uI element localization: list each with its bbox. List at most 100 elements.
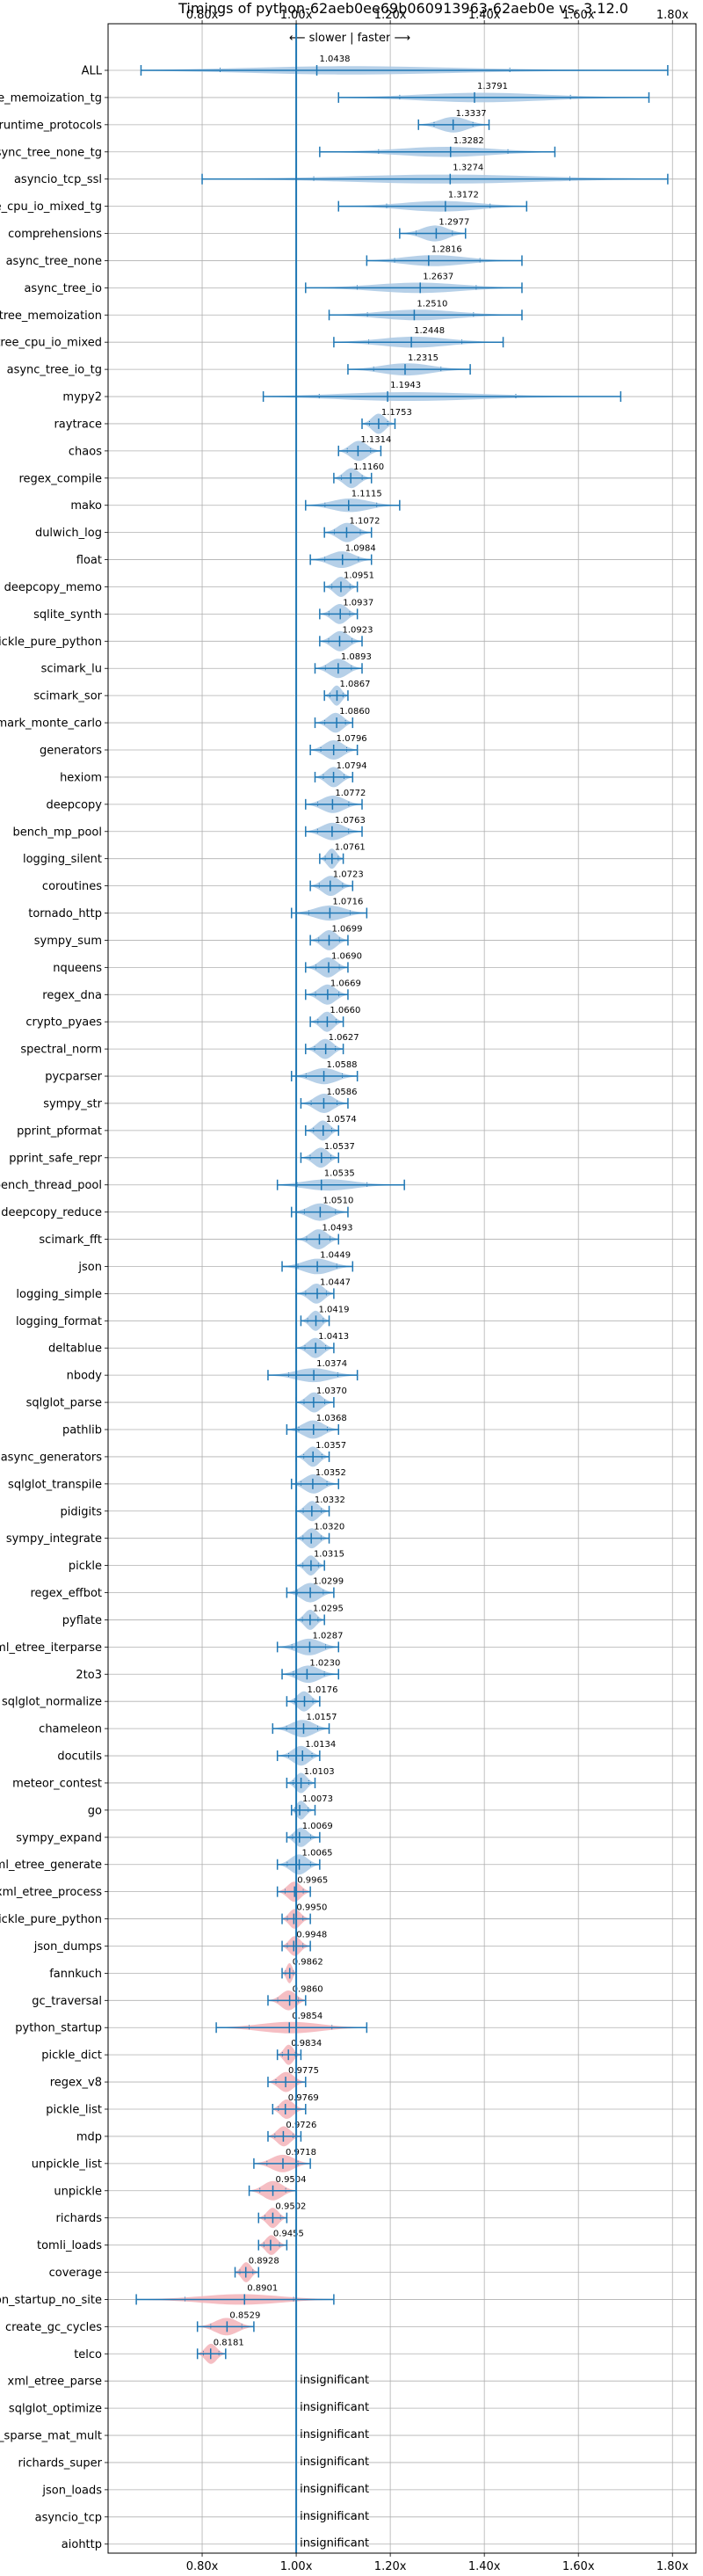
category-label: logging_simple [16, 1288, 102, 1301]
value-label: 1.0716 [332, 898, 363, 907]
value-label: 1.1314 [360, 435, 391, 445]
x-tick-label-top: 1.60x [562, 9, 595, 22]
category-label: async_tree_none_tg [0, 146, 102, 159]
category-label: pidigits [61, 1505, 103, 1518]
value-label: 1.1943 [390, 381, 421, 390]
value-label: 1.0951 [344, 571, 374, 580]
insignificant-label: insignificant [300, 2510, 369, 2523]
insignificant-label: insignificant [300, 2483, 369, 2496]
category-label: async_tree_cpu_io_mixed_tg [0, 200, 102, 214]
category-label: logging_format [16, 1315, 102, 1328]
value-label: 0.9726 [286, 2121, 316, 2130]
plot-frame [107, 23, 697, 2554]
direction-label: ⟵ slower | faster ⟶ [289, 32, 410, 45]
category-label: xml_etree_parse [8, 2376, 102, 2389]
category-label: logging_silent [23, 853, 102, 866]
category-label: mypy2 [62, 391, 102, 404]
value-label: 0.8181 [214, 2338, 244, 2347]
value-label: 1.3282 [453, 136, 484, 146]
value-label: 1.0438 [320, 55, 351, 64]
value-label: 0.9950 [296, 1903, 327, 1913]
category-label: fannkuch [49, 1968, 102, 1981]
value-label: 1.0069 [302, 1822, 333, 1831]
value-label: 1.0413 [318, 1332, 349, 1342]
insignificant-label: insignificant [300, 2456, 369, 2469]
value-label: 1.0627 [329, 1033, 359, 1043]
value-label: 0.9718 [286, 2148, 316, 2158]
category-label: gc_traversal [32, 1995, 102, 2008]
category-label: scimark_sor [33, 690, 102, 703]
value-label: 1.1115 [352, 490, 382, 499]
x-tick-label-top: 1.00x [280, 9, 313, 22]
category-labels: ALL async_tree_memoization_tg typing_runti… [0, 65, 103, 2552]
category-label: async_tree_cpu_io_mixed [0, 337, 102, 350]
category-label: pprint_safe_repr [9, 1152, 102, 1165]
value-label: 1.1753 [381, 408, 412, 418]
category-label: meteor_contest [12, 1777, 102, 1790]
category-label: async_tree_memoization_tg [0, 91, 102, 105]
value-label: 1.0588 [327, 1060, 358, 1070]
x-tick-label-top: 0.80x [186, 9, 219, 22]
category-label: sqlglot_optimize [9, 2403, 102, 2416]
category-label: regex_v8 [50, 2077, 102, 2090]
category-label: async_tree_io_tg [7, 364, 102, 377]
value-label: 1.2315 [408, 353, 438, 363]
value-label: 0.8928 [249, 2257, 279, 2267]
category-label: docutils [57, 1750, 102, 1764]
value-label: 1.0761 [335, 843, 366, 853]
category-label: pathlib [62, 1424, 102, 1437]
value-label: 1.0157 [306, 1713, 337, 1722]
value-label: 1.0535 [324, 1169, 355, 1179]
category-label: sqlglot_parse [26, 1397, 102, 1410]
value-label: 1.1160 [353, 462, 384, 472]
value-label: 1.0763 [335, 816, 366, 826]
value-label: 1.2977 [438, 218, 469, 228]
value-label: 1.0923 [342, 625, 373, 635]
category-label: regex_compile [18, 472, 102, 485]
category-label: xml_etree_process [0, 1886, 102, 1899]
category-label: generators [40, 745, 102, 758]
category-label: json_dumps [33, 1940, 102, 1954]
value-label: 1.0287 [312, 1631, 343, 1641]
value-label: 1.0374 [316, 1359, 347, 1369]
value-label: 0.9854 [292, 2012, 323, 2021]
value-label: 1.0574 [326, 1115, 357, 1124]
category-label: coroutines [42, 880, 102, 893]
value-label: 1.0357 [315, 1441, 346, 1451]
category-label: comprehensions [8, 228, 102, 241]
value-label: 1.0586 [326, 1088, 357, 1097]
value-label: 0.9965 [297, 1876, 328, 1886]
value-label: 1.0937 [343, 598, 373, 608]
category-label: float [76, 554, 102, 567]
category-label: pprint_pformat [17, 1124, 102, 1138]
value-label: 0.9834 [291, 2039, 322, 2048]
category-label: go [88, 1804, 102, 1817]
insignificant-label: insignificant [300, 2401, 369, 2414]
category-label: pickle [69, 1560, 102, 1573]
x-tick-label-bottom: 1.40x [468, 2560, 501, 2573]
insignificant-label: insignificant [300, 2537, 369, 2551]
value-label: 1.0073 [302, 1794, 333, 1804]
category-label: deltablue [48, 1343, 102, 1356]
value-label: 0.9504 [276, 2175, 307, 2185]
value-label: 1.0134 [305, 1740, 336, 1750]
value-label: 1.0690 [331, 951, 362, 961]
x-tick-label-bottom: 1.00x [280, 2560, 313, 2573]
category-label: richards_super [18, 2456, 102, 2470]
category-label: sympy_sum [34, 935, 102, 948]
value-label: 1.3172 [448, 191, 479, 200]
value-label: 1.3274 [453, 164, 483, 173]
value-label: 1.0332 [315, 1495, 345, 1505]
category-label: 2to3 [76, 1669, 102, 1682]
value-label: 1.0772 [335, 789, 366, 798]
category-label: unpickle [54, 2185, 102, 2198]
category-label: sympy_str [43, 1097, 102, 1110]
value-label: 1.0299 [313, 1577, 344, 1587]
value-label: 0.9862 [293, 1957, 323, 1967]
category-label: nbody [67, 1370, 103, 1383]
category-label: asyncio_tcp [35, 2511, 102, 2524]
category-label: json [77, 1261, 102, 1274]
category-label: mdp [76, 2130, 102, 2143]
category-label: scimark_fft [39, 1233, 102, 1247]
